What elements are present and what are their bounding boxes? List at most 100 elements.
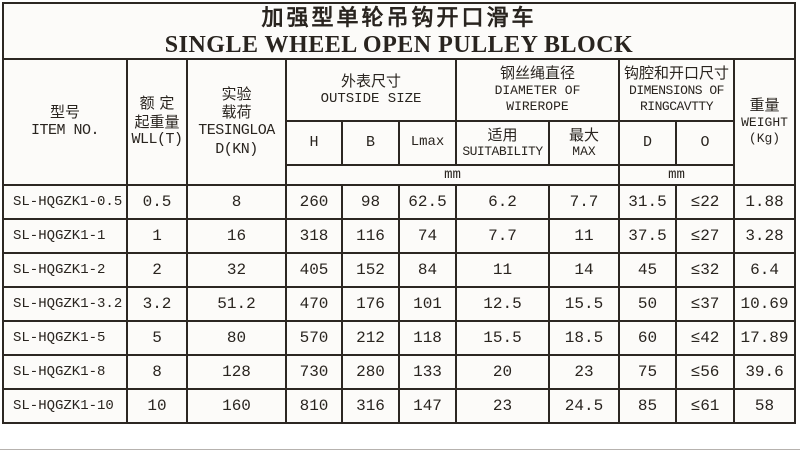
cell-b: 98 <box>341 184 400 220</box>
header-wll-zh1: 额 定 <box>139 93 175 112</box>
cell-max: 24.5 <box>548 388 620 424</box>
header-sub-row: H B Lmax 适用 SUITABILITY 最大 MAX D O <box>3 120 795 166</box>
cell-max: 7.7 <box>548 184 620 220</box>
header-wll: 额 定 起重量 WLL(T) <box>126 58 188 186</box>
cell-test-load: 160 <box>186 388 287 424</box>
title-english: SINGLE WHEEL OPEN PULLEY BLOCK <box>164 31 634 58</box>
table-row: SL-HQGZK1-3.2 3.2 51.2 470 176 101 12.5 … <box>2 286 797 322</box>
col-o-label: O <box>700 133 710 151</box>
cell-test-load: 32 <box>186 252 287 288</box>
cell-test-load: 16 <box>186 218 287 254</box>
cell-test-load: 80 <box>186 320 287 356</box>
cell-weight: 17.89 <box>732 320 797 356</box>
header-col-d: D <box>618 120 677 166</box>
cell-d: 45 <box>618 252 677 288</box>
header-weight-zh: 重量 <box>749 96 780 115</box>
cell-lmax: 147 <box>398 388 457 424</box>
header-item-no: 型号 ITEM NO. <box>2 58 128 186</box>
title-row: 加强型单轮吊钩开口滑车 SINGLE WHEEL OPEN PULLEY BLO… <box>1 2 797 60</box>
header-col-b: B <box>341 120 400 166</box>
header-col-lmax: Lmax <box>398 120 457 166</box>
cell-weight: 10.69 <box>732 286 797 322</box>
header-ringcavity-dimensions: 钩腔和开口尺寸 DIMENSIONS OF RINGCAVTTY <box>618 58 735 122</box>
cell-b: 280 <box>341 354 400 390</box>
col-lmax-label: Lmax <box>410 134 445 151</box>
header-weight-en: WEIGHT <box>741 115 788 131</box>
header-wirerope-diameter: 钢丝绳直径 DIAMETER OF WIREROPE <box>455 58 620 122</box>
cell-o: ≤32 <box>675 252 735 288</box>
header-weight-unit: (Kg) <box>748 131 781 147</box>
table-row: SL-HQGZK1-8 8 128 730 280 133 20 23 75 ≤… <box>2 354 797 390</box>
cell-d: 60 <box>618 320 677 356</box>
cell-suitability: 11 <box>455 252 550 288</box>
header-test-en1: TESINGLOA <box>198 122 275 139</box>
cell-lmax: 84 <box>398 252 457 288</box>
header-ringcavity-en2: RINGCAVTTY <box>639 99 714 115</box>
table-row: SL-HQGZK1-5 5 80 570 212 118 15.5 18.5 6… <box>2 320 797 356</box>
cell-d: 50 <box>618 286 677 322</box>
col-b-label: B <box>365 133 375 151</box>
cell-suitability: 7.7 <box>455 218 550 254</box>
cell-suitability: 6.2 <box>455 184 550 220</box>
col-h-label: H <box>309 133 319 151</box>
cell-o: ≤42 <box>675 320 735 356</box>
cell-b: 152 <box>341 252 400 288</box>
cell-max: 23 <box>548 354 620 390</box>
cell-o: ≤22 <box>675 184 735 220</box>
cell-lmax: 101 <box>398 286 457 322</box>
header-wirerope-en1: DIAMETER OF <box>494 83 581 99</box>
cell-d: 31.5 <box>618 184 677 220</box>
cell-b: 176 <box>341 286 400 322</box>
cell-test-load: 51.2 <box>186 286 287 322</box>
header-weight: 重量 WEIGHT (Kg) <box>732 58 797 186</box>
cell-item-no: SL-HQGZK1-3.2 <box>2 286 128 322</box>
title-chinese: 加强型单轮吊钩开口滑车 <box>261 6 537 32</box>
col-d-label: D <box>642 133 652 151</box>
unit-mm-outside: mm <box>285 164 620 186</box>
cell-h: 470 <box>285 286 343 322</box>
header-wirerope-zh: 钢丝绳直径 <box>499 64 575 83</box>
cell-d: 85 <box>618 388 677 424</box>
header-test-zh2: 载荷 <box>221 103 252 122</box>
cell-d: 75 <box>618 354 677 390</box>
cell-lmax: 118 <box>398 320 457 356</box>
cell-suitability: 20 <box>455 354 550 390</box>
header-max: 最大 MAX <box>548 120 620 166</box>
header-group-row: 型号 ITEM NO. 额 定 起重量 WLL(T) 实验 载荷 TESINGL… <box>2 58 797 186</box>
header-test-en2: D(KN) <box>215 140 258 158</box>
header-item-en: ITEM NO. <box>30 122 100 139</box>
cell-o: ≤56 <box>675 354 735 390</box>
cell-weight: 58 <box>732 388 797 424</box>
cell-wll: 8 <box>126 354 188 390</box>
cell-wll: 10 <box>126 388 188 424</box>
cell-h: 260 <box>285 184 343 220</box>
cell-weight: 39.6 <box>732 354 797 390</box>
table-row: SL-HQGZK1-10 10 160 810 316 147 23 24.5 … <box>2 388 797 424</box>
cell-o: ≤27 <box>675 218 735 254</box>
cell-item-no: SL-HQGZK1-8 <box>2 354 128 390</box>
suitability-zh: 适用 <box>487 125 518 144</box>
cell-d: 37.5 <box>618 218 677 254</box>
cell-weight: 6.4 <box>732 252 797 288</box>
cell-item-no: SL-HQGZK1-0.5 <box>2 184 128 220</box>
header-test-zh1: 实验 <box>221 84 252 103</box>
table-title: 加强型单轮吊钩开口滑车 SINGLE WHEEL OPEN PULLEY BLO… <box>1 2 797 60</box>
cell-lmax: 74 <box>398 218 457 254</box>
max-en: MAX <box>572 144 596 160</box>
cell-item-no: SL-HQGZK1-1 <box>2 218 128 254</box>
cell-h: 318 <box>285 218 343 254</box>
cell-max: 14 <box>548 252 620 288</box>
header-wirerope-en2: WIREROPE <box>506 99 569 115</box>
cell-suitability: 15.5 <box>455 320 550 356</box>
cell-weight: 3.28 <box>732 218 797 254</box>
header-ringcavity-en1: DIMENSIONS OF <box>629 83 724 99</box>
header-col-o: O <box>675 120 735 166</box>
cell-o: ≤37 <box>675 286 735 322</box>
cell-item-no: SL-HQGZK1-5 <box>2 320 128 356</box>
table-row: SL-HQGZK1-2 2 32 405 152 84 11 14 45 ≤32… <box>2 252 797 288</box>
header-unit-row: mm mm <box>3 164 795 186</box>
header-outside-zh: 外表尺寸 <box>340 71 401 90</box>
header-testing-load: 实验 载荷 TESINGLOA D(KN) <box>186 58 287 186</box>
cell-weight: 1.88 <box>732 184 797 220</box>
table-row: SL-HQGZK1-1 1 16 318 116 74 7.7 11 37.5 … <box>2 218 797 254</box>
